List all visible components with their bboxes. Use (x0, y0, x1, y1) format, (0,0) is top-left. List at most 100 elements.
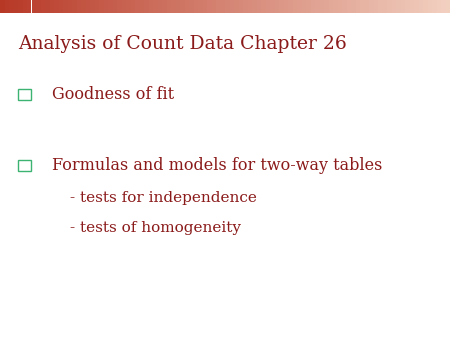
Bar (140, 0, 144, 13)
Bar (58, 0, 63, 13)
Bar (0, 0, 4, 13)
Bar (86, 0, 90, 13)
Text: Analysis of Count Data Chapter 26: Analysis of Count Data Chapter 26 (18, 35, 347, 53)
Bar (333, 0, 338, 13)
Bar (72, 0, 76, 13)
Bar (144, 0, 148, 13)
Bar (405, 0, 410, 13)
Bar (378, 0, 382, 13)
Bar (171, 0, 176, 13)
Bar (36, 0, 40, 13)
Bar (441, 0, 446, 13)
Bar (446, 0, 450, 13)
Bar (9, 0, 14, 13)
Bar (162, 0, 166, 13)
Bar (288, 0, 292, 13)
Bar (153, 0, 157, 13)
Bar (396, 0, 400, 13)
Text: - tests for independence: - tests for independence (70, 191, 256, 205)
Bar (342, 0, 346, 13)
Bar (374, 0, 378, 13)
Bar (306, 0, 310, 13)
Bar (68, 0, 72, 13)
Bar (364, 0, 369, 13)
Bar (310, 0, 315, 13)
Bar (252, 0, 256, 13)
Bar (225, 0, 230, 13)
Bar (284, 0, 288, 13)
Bar (346, 0, 351, 13)
Bar (117, 0, 122, 13)
Bar (18, 0, 22, 13)
Bar (328, 0, 333, 13)
Bar (351, 0, 356, 13)
Bar (248, 0, 252, 13)
Bar (266, 0, 270, 13)
Bar (180, 0, 184, 13)
Bar (274, 0, 279, 13)
Bar (256, 0, 261, 13)
Bar (320, 0, 324, 13)
Bar (423, 0, 428, 13)
Bar (302, 0, 306, 13)
Bar (243, 0, 248, 13)
Bar (230, 0, 234, 13)
Bar (216, 0, 220, 13)
Bar (22, 0, 27, 13)
Bar (212, 0, 216, 13)
Bar (220, 0, 225, 13)
Bar (184, 0, 189, 13)
Bar (207, 0, 211, 13)
Bar (410, 0, 414, 13)
Bar (63, 0, 68, 13)
Bar (400, 0, 405, 13)
Bar (418, 0, 423, 13)
Bar (369, 0, 374, 13)
Bar (50, 0, 54, 13)
Bar (99, 0, 104, 13)
Bar (45, 0, 50, 13)
Bar (392, 0, 396, 13)
Bar (238, 0, 243, 13)
Bar (27, 0, 32, 13)
Bar (428, 0, 432, 13)
Bar (14, 0, 18, 13)
Bar (315, 0, 320, 13)
Bar (387, 0, 392, 13)
Bar (108, 0, 112, 13)
Bar (324, 0, 328, 13)
Bar (81, 0, 86, 13)
Bar (436, 0, 441, 13)
Bar (202, 0, 207, 13)
Bar (158, 0, 162, 13)
Bar (54, 0, 58, 13)
Bar (90, 0, 94, 13)
Bar (76, 0, 81, 13)
Text: Formulas and models for two-way tables: Formulas and models for two-way tables (52, 157, 382, 174)
Bar (148, 0, 153, 13)
Bar (356, 0, 360, 13)
Bar (234, 0, 238, 13)
Text: Goodness of fit: Goodness of fit (52, 86, 174, 103)
Bar (104, 0, 108, 13)
Bar (382, 0, 387, 13)
Bar (122, 0, 126, 13)
Bar (4, 0, 9, 13)
Bar (32, 0, 36, 13)
Bar (292, 0, 297, 13)
Bar (194, 0, 198, 13)
Bar (166, 0, 171, 13)
Bar (189, 0, 194, 13)
Bar (94, 0, 99, 13)
Bar (360, 0, 364, 13)
Text: - tests of homogeneity: - tests of homogeneity (70, 221, 241, 235)
Bar (279, 0, 284, 13)
Bar (270, 0, 274, 13)
Bar (126, 0, 130, 13)
Bar (261, 0, 266, 13)
Bar (198, 0, 202, 13)
Bar (112, 0, 117, 13)
Bar (40, 0, 45, 13)
Bar (432, 0, 436, 13)
Bar (135, 0, 140, 13)
